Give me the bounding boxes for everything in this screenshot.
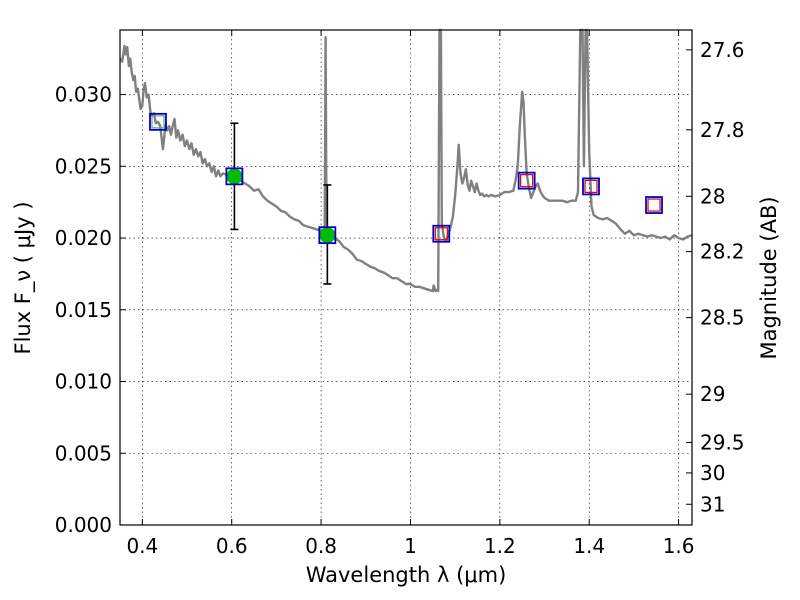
limit-marker-green: [151, 115, 165, 129]
model-flux-marker: [432, 224, 451, 243]
x-tick-label: 0.8: [305, 534, 337, 558]
y-tick-label: 0.025: [55, 154, 112, 178]
y-axis-title: Flux F_ν ( μJy ): [11, 201, 36, 354]
model-flux-marker: [318, 226, 337, 245]
model-flux-marker: [645, 196, 663, 214]
y2-tick-label: 28: [700, 184, 725, 208]
upper-limit-marker: [584, 179, 598, 193]
y-tick-label: 0.030: [55, 83, 112, 107]
model-flux-marker: [149, 112, 167, 131]
y-tick-label: 0.005: [55, 441, 112, 465]
model-flux-marker: [225, 167, 244, 186]
x-axis-title: Wavelength λ (μm): [306, 563, 507, 587]
sed-model-line: [119, 28, 693, 293]
plot-frame: [119, 29, 693, 526]
y2-tick-label: 29.5: [700, 430, 745, 454]
ticks: 0.4 0.6 0.8 1 1.2 1.4 1.6 0.000 0.005 0.010 0.015 0…: [55, 30, 745, 558]
observed-flux-point: [226, 168, 243, 185]
y2-tick-label: 28.5: [700, 306, 745, 330]
y2-tick-label: 29: [700, 382, 725, 406]
y2-axis-title: Magnitude (AB): [757, 196, 781, 359]
observed-flux-point: [319, 227, 336, 244]
y2-tick-label: 28.2: [700, 240, 745, 264]
plot-area: [119, 28, 693, 293]
grid: [120, 30, 692, 525]
y2-tick-label: 27.8: [700, 118, 745, 142]
upper-limit-marker: [520, 174, 534, 188]
x-tick-label: 1.4: [573, 534, 605, 558]
y-tick-label: 0.020: [55, 226, 112, 250]
x-tick-label: 0.4: [126, 534, 158, 558]
x-tick-label: 0.6: [216, 534, 248, 558]
model-flux-marker: [582, 177, 600, 196]
y-tick-label: 0.010: [55, 370, 112, 394]
y2-tick-label: 30: [700, 461, 725, 485]
y-tick-label: 0.000: [55, 513, 112, 537]
upper-limit-marker: [647, 198, 661, 212]
upper-limit-marker: [434, 227, 448, 241]
y2-tick-label: 31: [700, 492, 725, 516]
model-flux-marker: [517, 171, 536, 190]
y-tick-label: 0.015: [55, 298, 112, 322]
x-tick-label: 1.2: [484, 534, 516, 558]
x-tick-label: 1: [404, 534, 417, 558]
y2-tick-label: 27.6: [700, 38, 745, 62]
x-tick-label: 1.6: [663, 534, 695, 558]
